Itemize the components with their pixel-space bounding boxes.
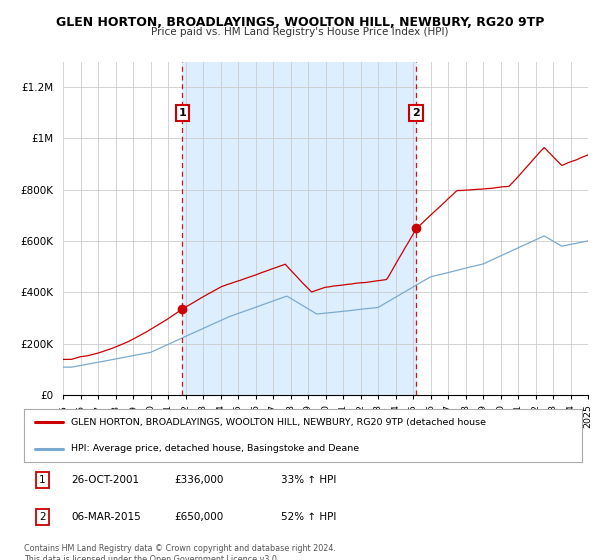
Text: £336,000: £336,000 — [175, 475, 224, 485]
Text: 2: 2 — [412, 108, 420, 118]
Bar — [182, 62, 416, 395]
Text: HPI: Average price, detached house, Basingstoke and Deane: HPI: Average price, detached house, Basi… — [71, 444, 359, 453]
Text: GLEN HORTON, BROADLAYINGS, WOOLTON HILL, NEWBURY, RG20 9TP: GLEN HORTON, BROADLAYINGS, WOOLTON HILL,… — [56, 16, 544, 29]
Text: Contains HM Land Registry data © Crown copyright and database right 2024.
This d: Contains HM Land Registry data © Crown c… — [24, 544, 336, 560]
Text: £650,000: £650,000 — [175, 512, 224, 522]
Text: 06-MAR-2015: 06-MAR-2015 — [71, 512, 141, 522]
Text: 2: 2 — [39, 512, 46, 522]
Text: 26-OCT-2001: 26-OCT-2001 — [71, 475, 140, 485]
Text: 33% ↑ HPI: 33% ↑ HPI — [281, 475, 336, 485]
Text: 52% ↑ HPI: 52% ↑ HPI — [281, 512, 336, 522]
Text: 1: 1 — [178, 108, 186, 118]
Text: Price paid vs. HM Land Registry's House Price Index (HPI): Price paid vs. HM Land Registry's House … — [151, 27, 449, 37]
Text: GLEN HORTON, BROADLAYINGS, WOOLTON HILL, NEWBURY, RG20 9TP (detached house: GLEN HORTON, BROADLAYINGS, WOOLTON HILL,… — [71, 418, 487, 427]
Text: 1: 1 — [39, 475, 46, 485]
